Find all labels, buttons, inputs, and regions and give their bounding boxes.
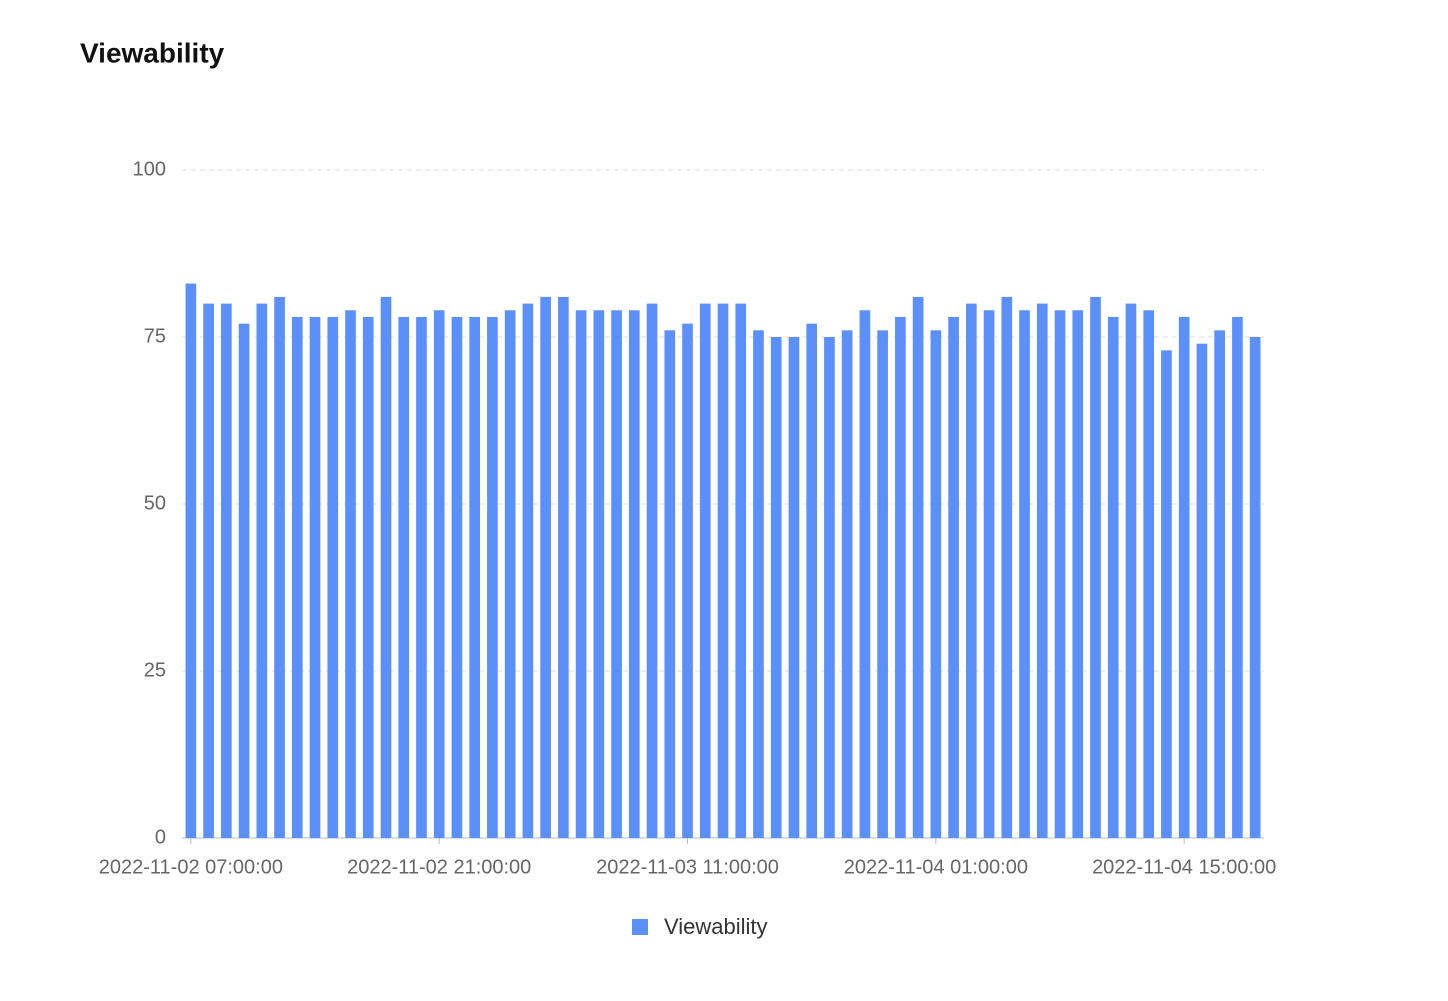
legend-label: Viewability (664, 914, 768, 939)
bar (1019, 310, 1030, 838)
bar (1036, 303, 1048, 839)
bar (1232, 316, 1243, 839)
bar (1125, 303, 1137, 839)
bar (274, 296, 285, 838)
bar (1214, 330, 1225, 838)
bar (575, 310, 587, 838)
legend-swatch (632, 919, 648, 935)
bar (1178, 316, 1190, 839)
x-tick-label: 2022-11-02 07:00:00 (99, 856, 283, 878)
bar (1090, 296, 1101, 838)
bar (788, 337, 800, 838)
x-tick-label: 2022-11-02 21:00:00 (347, 856, 531, 878)
bar (717, 303, 729, 839)
bar (646, 303, 658, 839)
bar (327, 316, 339, 839)
bar (238, 323, 250, 838)
y-tick-label: 75 (144, 325, 166, 347)
bar (291, 316, 303, 839)
bar (770, 337, 782, 838)
bar (203, 303, 214, 839)
bar (522, 303, 534, 839)
bar (433, 310, 445, 838)
bar (841, 330, 853, 838)
x-tick-label: 2022-11-03 11:00:00 (596, 856, 779, 878)
bar (1054, 310, 1066, 838)
x-tick-label: 2022-11-04 15:00:00 (1092, 856, 1276, 878)
y-tick-label: 100 (133, 158, 166, 180)
bar (256, 303, 268, 839)
bar (345, 310, 356, 838)
bar (611, 310, 622, 838)
y-tick-label: 0 (155, 826, 166, 848)
bar (1001, 296, 1013, 838)
bar (469, 316, 480, 839)
bar (753, 330, 764, 838)
bar (309, 316, 321, 839)
bar (877, 330, 888, 838)
bar (735, 303, 747, 839)
bar (185, 283, 197, 838)
bar (912, 296, 924, 838)
bar (1143, 310, 1155, 838)
bar (628, 310, 640, 838)
bar (895, 316, 906, 839)
bar (540, 296, 551, 838)
bar (1161, 350, 1172, 838)
bar (664, 330, 676, 838)
y-tick-label: 50 (144, 492, 166, 514)
bar (416, 316, 427, 839)
bar (362, 316, 374, 839)
bar (859, 310, 871, 838)
x-tick-label: 2022-11-04 01:00:00 (844, 856, 1028, 878)
bar (966, 303, 977, 839)
bar (930, 330, 942, 838)
bar (1107, 316, 1119, 839)
bar (983, 310, 995, 838)
bar (398, 316, 410, 839)
bar (806, 323, 818, 838)
bar (948, 316, 959, 839)
bar (682, 323, 693, 838)
bar (558, 296, 569, 838)
bar (451, 316, 463, 839)
bar (593, 310, 605, 838)
bar (824, 337, 835, 838)
bar (1196, 343, 1208, 838)
bar (699, 303, 711, 839)
y-tick-label: 25 (144, 659, 166, 681)
bar (1072, 310, 1084, 838)
chart-title: Viewability (80, 37, 225, 68)
bar (1249, 337, 1261, 838)
bar (487, 316, 498, 839)
bar (504, 310, 516, 838)
bar (380, 296, 392, 838)
bar (221, 303, 232, 839)
